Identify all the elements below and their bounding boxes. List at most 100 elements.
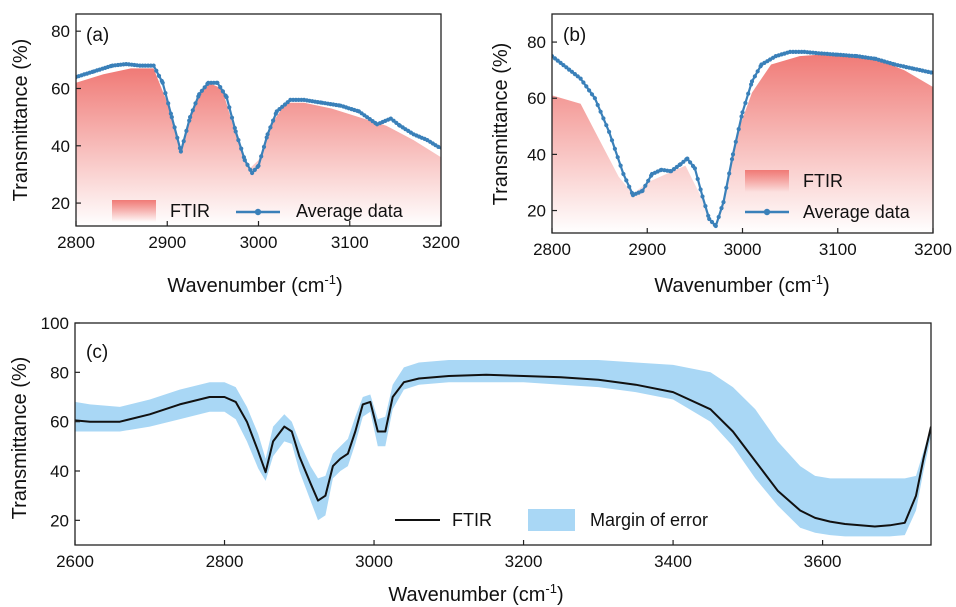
panel-a-average-point — [151, 63, 156, 68]
panel-b-average-point — [698, 187, 703, 192]
panel-a-legend-avg-marker — [254, 208, 262, 216]
panel-a-average-point — [188, 115, 193, 120]
panel-a-average-point — [172, 125, 177, 130]
panel-b-average-point — [695, 176, 700, 182]
panel-a-xtick-label: 3100 — [331, 233, 369, 252]
panel-c-ytick-label: 100 — [41, 314, 69, 333]
panel-b-xlabel: Wavenumber (cm-1) — [654, 272, 829, 297]
panel-b-ylabel: Transmittance (%) — [490, 43, 512, 206]
panel-b-average-point — [592, 96, 598, 101]
panel-b-average-point — [746, 91, 751, 96]
panel-a-average-point — [193, 101, 198, 106]
panel-b-xtick-label: 3000 — [724, 240, 762, 259]
panel-a-plot — [76, 62, 441, 226]
panel-b-plot — [552, 49, 933, 233]
panel-c-series-group — [75, 360, 931, 537]
panel-a-legend-avg-label: Average data — [296, 201, 404, 221]
panel-b-average-point — [796, 49, 801, 55]
panel-a-ytick-label: 60 — [51, 79, 70, 98]
panel-b-average-point — [749, 79, 755, 84]
panel-b-ytick-label: 40 — [527, 145, 546, 164]
panel-b-average-point — [575, 74, 580, 79]
panel-b-average-point — [601, 116, 606, 121]
panel-c-ftir-line — [75, 373, 931, 528]
panel-b-legend-avg-label: Average data — [803, 202, 911, 222]
panel-b-average-point — [716, 214, 721, 220]
panel-b-xtick-label: 3200 — [914, 240, 952, 259]
panel-a-average-point — [197, 92, 202, 97]
panel-a-average-point — [177, 146, 183, 151]
panel-a-average-point — [163, 91, 168, 96]
panel-a-average-point — [245, 162, 250, 167]
panel-a-average-point — [252, 167, 257, 172]
panel-a-xlabel-main: Wavenumber (cm — [167, 275, 324, 297]
panel-b-xtick-label: 2900 — [628, 240, 666, 259]
panel-c-ytick-label: 80 — [50, 363, 69, 382]
panel-a-xtick-label: 3200 — [422, 233, 460, 252]
panel-a-average-point — [250, 170, 255, 176]
panel-b-average-point — [584, 84, 589, 89]
panel-a-average-point — [264, 135, 269, 140]
panel-b-average-point — [681, 159, 686, 164]
panel-a-ftir-area — [76, 68, 441, 226]
panel-b-average-point — [929, 70, 933, 75]
panel-b-average-point — [589, 92, 595, 97]
panel-a-xtick-label: 3000 — [240, 233, 278, 252]
panel-b-average-point — [724, 185, 729, 190]
panel-b-average-point — [646, 178, 651, 183]
panel-b-average-point — [607, 129, 612, 134]
panel-b-xlabel-sup: -1 — [811, 272, 823, 287]
panel-b-average-point — [587, 88, 592, 93]
panel-a-average-point — [166, 101, 171, 106]
panel-b-average-point — [729, 157, 735, 162]
panel-a-average-point — [233, 129, 238, 134]
panel-c-plot — [75, 360, 931, 537]
panel-a-average-point — [215, 80, 220, 85]
panel-b-average-point — [721, 200, 726, 205]
panel-a-average-point — [236, 138, 241, 143]
panel-b-average-point — [671, 167, 677, 172]
panel-b-average-point — [555, 58, 560, 63]
panel-b-average-point — [564, 65, 569, 70]
panel-b-average-point — [713, 223, 718, 229]
panel-a-xtick-label: 2800 — [57, 233, 95, 252]
panel-b-ytick-label: 60 — [527, 89, 546, 108]
panel-b-average-point — [743, 100, 748, 106]
panel-a-average-point — [187, 118, 192, 123]
panel-b-average-point — [624, 178, 629, 183]
panel-b-average-point — [604, 123, 609, 128]
panel-b-average-point — [609, 138, 615, 143]
panel-a-average-point — [202, 85, 207, 90]
panel-c-legend-band-label: Margin of error — [590, 510, 708, 530]
panel-c-xtick-label: 3600 — [804, 552, 842, 571]
panel-b-legend-ftir-label: FTIR — [803, 171, 843, 191]
panel-a-average-point — [154, 68, 159, 73]
panel-b-average-point — [688, 160, 693, 165]
panel-a-average-point — [190, 108, 195, 113]
panel-b-ytick-label: 20 — [527, 202, 546, 221]
panel-a-average-point — [220, 89, 225, 94]
panel-b-average-point — [703, 204, 708, 209]
panel-a-ytick-label: 20 — [51, 194, 70, 213]
panel-a-legend: FTIR Average data — [112, 200, 404, 222]
panel-c-error-band — [75, 360, 931, 537]
panel-c-xlabel-sup: -1 — [545, 581, 557, 596]
panel-a-label: (a) — [86, 25, 109, 46]
panel-b-average-point — [736, 127, 741, 132]
panel-a-average-point — [268, 125, 273, 130]
panel-b-xlabel-end: ) — [823, 275, 830, 297]
panel-b-average-point — [640, 188, 645, 193]
panel-b-label: (b) — [563, 25, 586, 46]
panel-c-ytick-label: 40 — [50, 462, 69, 481]
panel-c-ytick-label: 20 — [50, 511, 69, 530]
panel-b-legend-ftir-swatch — [745, 170, 789, 192]
panel-b-average-point — [709, 219, 715, 225]
panel-b-ftir-area — [552, 53, 933, 233]
panel-b-average-point — [615, 155, 620, 160]
panel-c-xlabel-end: ) — [557, 584, 564, 606]
panel-a-legend-ftir-label: FTIR — [170, 201, 210, 221]
panel-b-average-point — [730, 152, 736, 157]
panel-b-average-point — [719, 206, 724, 211]
